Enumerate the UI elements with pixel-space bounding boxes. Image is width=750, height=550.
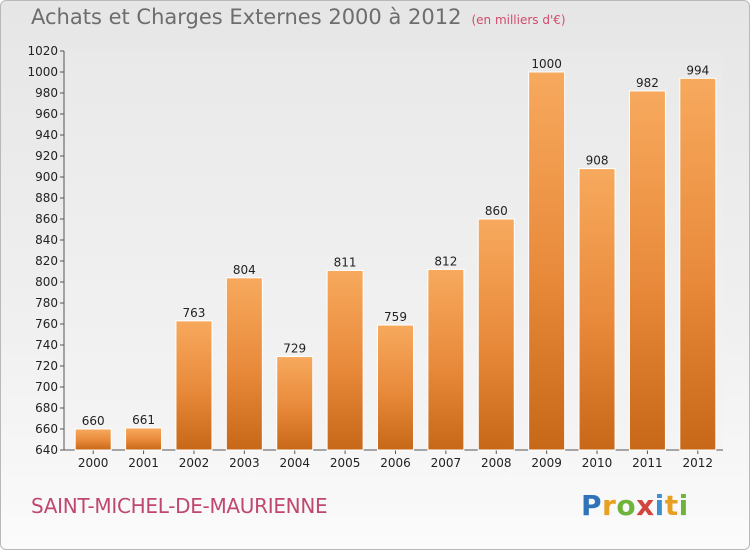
value-label-2003: 804 bbox=[233, 263, 256, 277]
value-label-2005: 811 bbox=[334, 255, 357, 269]
x-tick-label-2002: 2002 bbox=[179, 456, 210, 470]
y-tick-label: 980 bbox=[35, 86, 58, 100]
y-tick-label: 800 bbox=[35, 275, 58, 289]
bar-2009 bbox=[528, 71, 566, 451]
value-label-2010: 908 bbox=[586, 154, 609, 168]
value-label-2004: 729 bbox=[283, 342, 306, 356]
bar-2000 bbox=[74, 428, 112, 451]
x-tick-label-2012: 2012 bbox=[683, 456, 714, 470]
value-label-2000: 660 bbox=[82, 414, 105, 428]
value-label-2007: 812 bbox=[434, 254, 457, 268]
axes: 640 660 680 700 720 740 760 780 800 820 840 860 880 9… bbox=[27, 44, 723, 470]
y-tick-label: 660 bbox=[35, 422, 58, 436]
bar-2008 bbox=[477, 218, 515, 451]
y-tick-label: 640 bbox=[35, 443, 58, 457]
value-labels: 660 661 763 804 729 811 759 812 860 1000 908 982 994 bbox=[82, 57, 710, 428]
bar-2010 bbox=[578, 168, 616, 451]
bar-2005 bbox=[326, 269, 364, 451]
commune-name: SAINT-MICHEL-DE-MAURIENNE bbox=[31, 494, 328, 518]
bar-2003 bbox=[225, 277, 263, 451]
value-label-2011: 982 bbox=[636, 76, 659, 90]
proxiti-logo: Proxiti bbox=[581, 489, 689, 522]
y-tick-label: 820 bbox=[35, 254, 58, 268]
x-tick-label-2006: 2006 bbox=[380, 456, 411, 470]
bar-2007 bbox=[427, 268, 465, 451]
y-tick-label: 700 bbox=[35, 380, 58, 394]
y-tick-label: 840 bbox=[35, 233, 58, 247]
chart-title-text: Achats et Charges Externes 2000 à 2012 bbox=[31, 5, 462, 29]
x-tick-label-2009: 2009 bbox=[531, 456, 562, 470]
y-tick-label: 920 bbox=[35, 149, 58, 163]
x-tick-label-2010: 2010 bbox=[582, 456, 613, 470]
bar-2004 bbox=[276, 356, 314, 451]
y-tick-label: 940 bbox=[35, 128, 58, 142]
bar-2001 bbox=[125, 427, 163, 451]
x-tick-label-2005: 2005 bbox=[330, 456, 361, 470]
y-tick-label: 960 bbox=[35, 107, 58, 121]
y-tick-label: 880 bbox=[35, 191, 58, 205]
bar-2012 bbox=[679, 77, 717, 451]
x-tick-label-2001: 2001 bbox=[128, 456, 159, 470]
value-label-2012: 994 bbox=[686, 63, 709, 77]
value-label-2009: 1000 bbox=[531, 57, 562, 71]
x-tick-label-2003: 2003 bbox=[229, 456, 260, 470]
y-tick-label: 680 bbox=[35, 401, 58, 415]
y-tick-label: 860 bbox=[35, 212, 58, 226]
value-label-2002: 763 bbox=[183, 306, 206, 320]
y-tick-label: 740 bbox=[35, 338, 58, 352]
x-tick-label-2007: 2007 bbox=[431, 456, 462, 470]
y-tick-label: 900 bbox=[35, 170, 58, 184]
y-tick-label: 760 bbox=[35, 317, 58, 331]
y-tick-label: 720 bbox=[35, 359, 58, 373]
bars bbox=[74, 71, 717, 451]
value-label-2008: 860 bbox=[485, 204, 508, 218]
value-label-2001: 661 bbox=[132, 413, 155, 427]
x-tick-label-2008: 2008 bbox=[481, 456, 512, 470]
value-label-2006: 759 bbox=[384, 310, 407, 324]
x-tick-label-2011: 2011 bbox=[632, 456, 663, 470]
bar-2002 bbox=[175, 320, 213, 451]
y-tick-label: 1000 bbox=[27, 65, 58, 79]
chart-title: Achats et Charges Externes 2000 à 2012 (e… bbox=[31, 5, 566, 29]
x-tick-label-2000: 2000 bbox=[78, 456, 109, 470]
x-tick-label-2004: 2004 bbox=[279, 456, 310, 470]
y-tick-label: 780 bbox=[35, 296, 58, 310]
y-tick-label: 1020 bbox=[27, 44, 58, 58]
bar-2011 bbox=[628, 90, 666, 451]
bar-2006 bbox=[377, 324, 414, 451]
chart-unit: (en milliers d'€) bbox=[471, 13, 566, 27]
